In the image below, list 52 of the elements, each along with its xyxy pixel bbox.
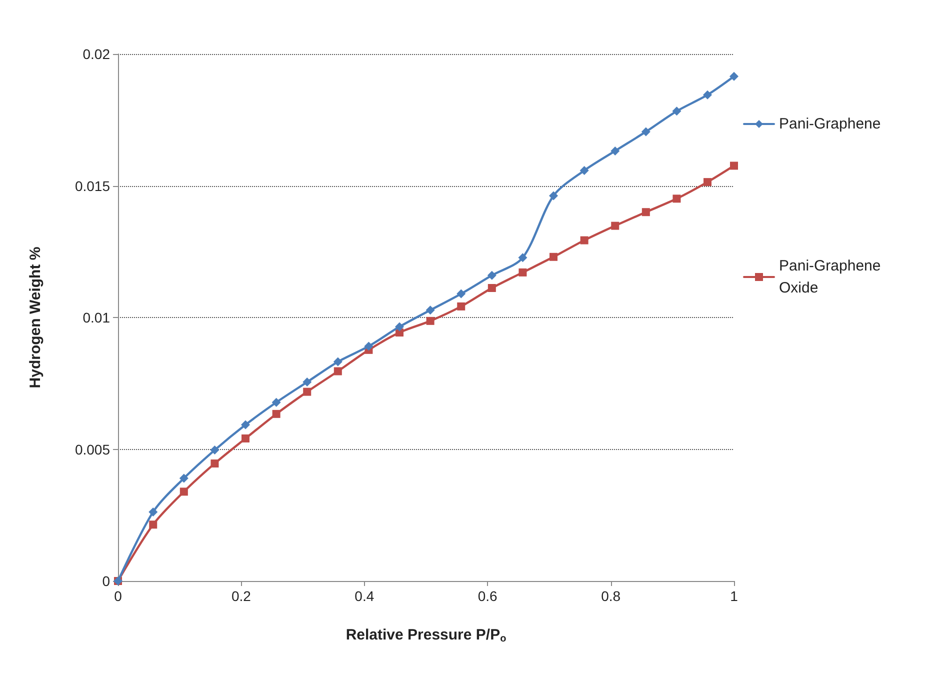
point — [457, 302, 466, 310]
point — [272, 410, 280, 418]
y-tick-label: 0 — [102, 573, 110, 589]
point — [549, 191, 558, 200]
point — [180, 488, 188, 496]
legend-label: Pani-Graphene — [779, 116, 881, 132]
point — [580, 166, 589, 175]
x-tick-label: 0.8 — [601, 588, 621, 604]
y-tick-label: 0.01 — [82, 310, 110, 326]
point — [210, 446, 220, 455]
y-axis-title: Hydrogen Weight % — [27, 246, 44, 388]
point — [241, 420, 250, 430]
point — [456, 289, 466, 298]
point — [672, 194, 681, 203]
point — [364, 342, 374, 351]
point — [303, 388, 312, 396]
point — [302, 378, 312, 387]
point — [610, 146, 620, 156]
point — [333, 357, 342, 366]
point — [641, 127, 650, 136]
point — [148, 507, 158, 516]
point — [703, 90, 712, 100]
point — [730, 162, 738, 170]
point — [272, 398, 281, 407]
legend-label: Pani-Graphene Oxide — [779, 258, 885, 296]
point — [488, 284, 496, 292]
x-tick-label: 0.2 — [231, 588, 252, 604]
x-tick-label: 0 — [114, 588, 122, 604]
point — [242, 434, 250, 442]
point — [730, 72, 738, 81]
y-tick-label: 0.02 — [82, 46, 110, 62]
point — [518, 268, 527, 276]
x-tick-label: 0.6 — [478, 588, 498, 604]
point — [395, 322, 404, 332]
point — [704, 178, 712, 186]
point — [487, 270, 496, 280]
y-tick-label: 0.015 — [74, 178, 110, 194]
point — [210, 459, 219, 468]
point — [642, 208, 650, 216]
x-tick-label: 1 — [730, 588, 738, 604]
x-tick-label: 0.4 — [354, 588, 374, 604]
point — [518, 253, 528, 262]
point — [179, 474, 188, 483]
point — [611, 222, 620, 230]
point — [672, 106, 682, 116]
point — [426, 306, 435, 315]
point — [580, 236, 588, 244]
point — [149, 520, 158, 529]
point — [334, 367, 342, 376]
y-tick-label: 0.005 — [74, 441, 110, 458]
point — [550, 252, 558, 261]
point — [426, 316, 434, 325]
